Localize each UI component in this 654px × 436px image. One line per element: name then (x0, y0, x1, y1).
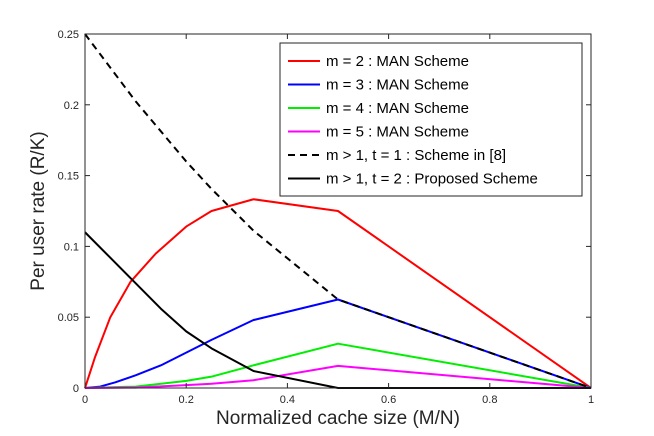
y-tick-label-2: 0.1 (64, 241, 79, 253)
legend-label-4: m = 5 : MAN Scheme (326, 124, 469, 141)
legend: m = 2 : MAN Scheme m = 3 : MAN Scheme m = … (279, 42, 583, 197)
x-tick-label-2: 0.4 (280, 394, 295, 406)
x-axis-title: Normalized cache size (M/N) (216, 408, 460, 429)
series-line-2 (84, 298, 592, 389)
legend-label-5: m > 1, t = 1 : Scheme in [8] (326, 147, 506, 164)
series-line-5 (84, 33, 592, 389)
series-line-1 (84, 198, 592, 389)
x-tick-label-5: 1 (588, 394, 594, 406)
x-tick-label-0: 0 (82, 394, 88, 406)
x-tick-label-4: 0.8 (482, 394, 497, 406)
legend-label-2: m = 3 : MAN Scheme (326, 77, 469, 94)
y-tick-label-4: 0.2 (64, 100, 79, 112)
ticks-layer: 0 0.2 0.4 0.6 0.8 1 0 0.05 0.1 0.15 0.2 0.25 (58, 29, 594, 406)
y-tick-label-1: 0.05 (58, 312, 79, 324)
legend-box (279, 42, 583, 197)
legend-label-1: m = 2 : MAN Scheme (326, 53, 469, 70)
legend-label-6: m > 1, t = 2 : Proposed Scheme (326, 171, 538, 188)
axes-box (84, 33, 592, 389)
y-tick-label-3: 0.15 (58, 171, 79, 183)
series-line-6 (84, 231, 591, 389)
y-axis-title: Per user rate (R/K) (28, 131, 49, 290)
x-tick-label-3: 0.6 (381, 394, 396, 406)
legend-label-3: m = 4 : MAN Scheme (326, 100, 469, 117)
y-tick-label-5: 0.25 (58, 29, 79, 41)
x-tick-label-1: 0.2 (179, 394, 194, 406)
y-tick-label-0: 0 (73, 383, 79, 395)
axes-layer (84, 33, 592, 389)
